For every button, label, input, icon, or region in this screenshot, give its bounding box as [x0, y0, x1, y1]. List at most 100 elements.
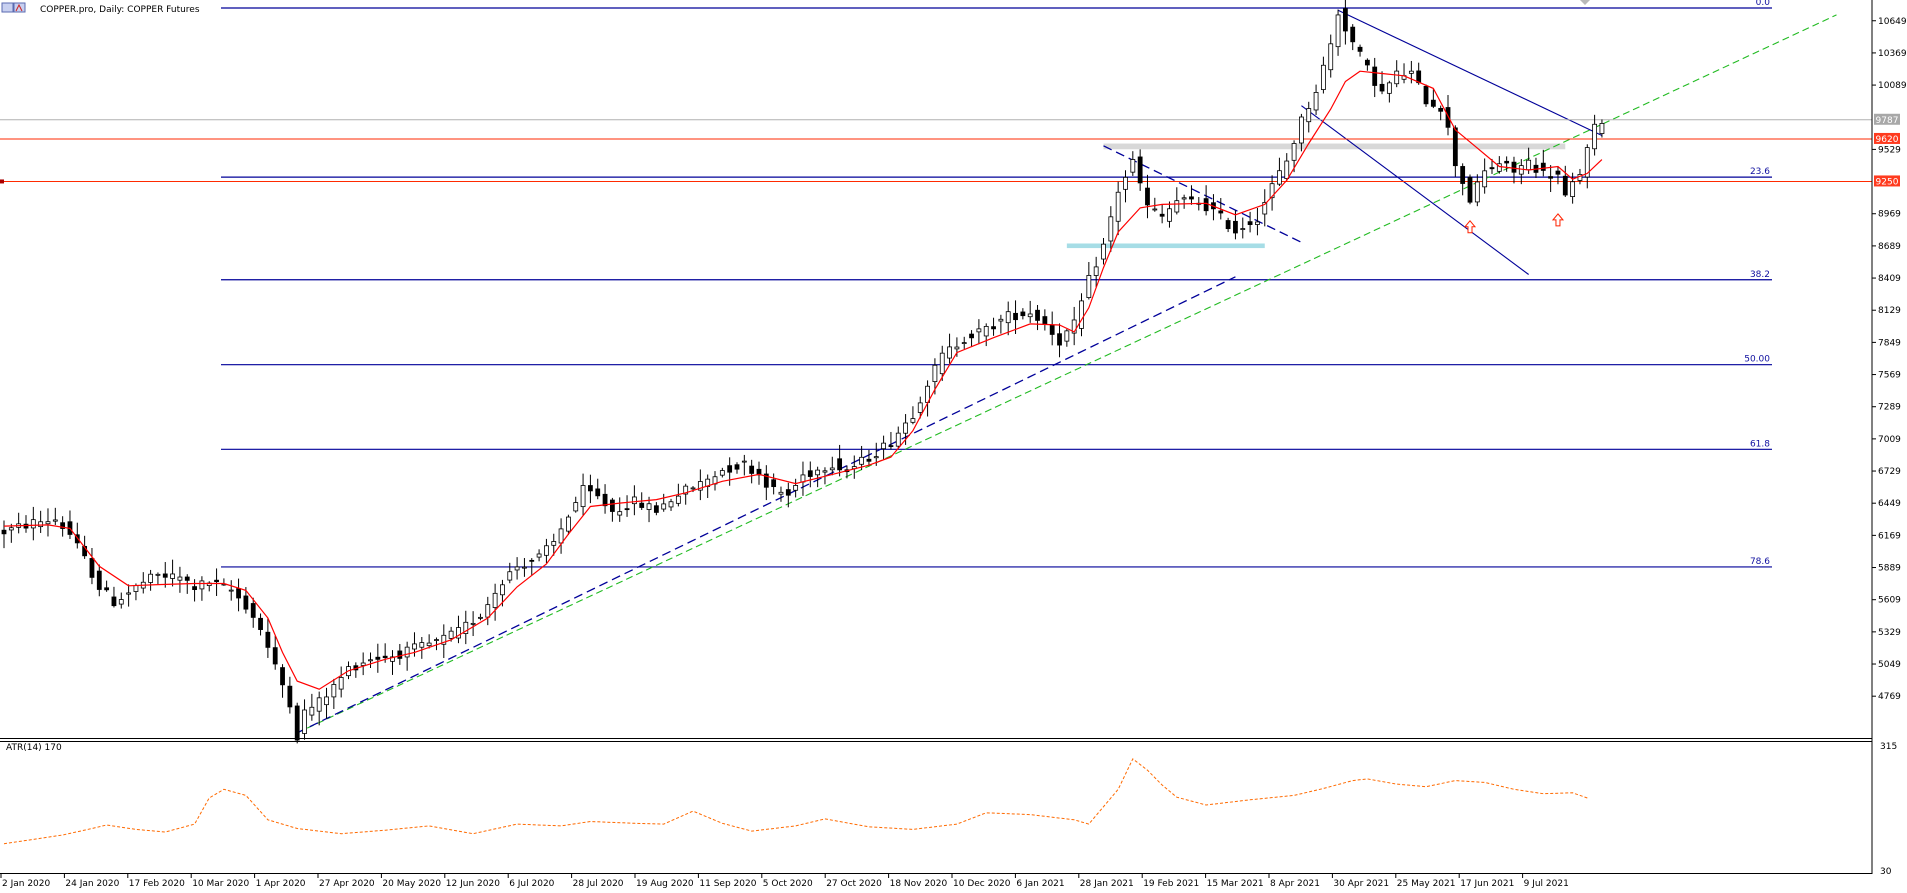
candle — [148, 569, 154, 591]
candle-body-up — [8, 527, 14, 531]
y-tick-label: 5329 — [1878, 628, 1901, 638]
candle — [272, 635, 278, 670]
fib-label: 0.0 — [1756, 0, 1771, 8]
candle — [478, 613, 483, 621]
candle-body-up — [426, 642, 432, 647]
y-tick-label: 7289 — [1878, 403, 1901, 413]
trendlines-layer — [296, 9, 1837, 734]
y-tick-label: 8969 — [1878, 210, 1901, 220]
candle — [969, 330, 974, 347]
candle-body-up — [954, 346, 960, 350]
candle — [522, 558, 527, 577]
candle — [683, 483, 689, 505]
candle-body-up — [1408, 70, 1414, 74]
candle — [566, 514, 571, 535]
x-tick-label: 20 May 2020 — [382, 879, 441, 889]
candle-body-down — [588, 485, 593, 492]
candle-body-up — [998, 318, 1004, 322]
candle — [1335, 9, 1341, 56]
candle-body-down — [1430, 99, 1436, 107]
candle-body-down — [771, 479, 777, 488]
y-tick-label: 8689 — [1878, 242, 1901, 252]
candle — [1467, 174, 1473, 205]
candle — [778, 486, 784, 502]
zone-cyan — [1066, 243, 1265, 249]
trendline-blue-dash — [1103, 145, 1302, 243]
candle-body-down — [529, 559, 535, 562]
candle-body-up — [961, 342, 967, 344]
candle — [727, 457, 733, 486]
candle — [661, 493, 667, 512]
candle-body-up — [1269, 183, 1275, 199]
candle-body-up — [1181, 197, 1187, 200]
candle — [1064, 329, 1070, 347]
window-icons[interactable] — [1, 2, 26, 13]
candle-body-down — [294, 705, 300, 741]
candle — [1255, 207, 1260, 236]
candle-body-down — [1467, 176, 1473, 203]
candle — [492, 583, 498, 621]
candle-body-up — [1313, 92, 1319, 111]
candle-body-up — [118, 599, 124, 605]
candle-body-down — [624, 508, 630, 511]
candle — [434, 637, 439, 651]
candle-body-down — [749, 465, 755, 474]
candle-body-up — [1071, 319, 1077, 334]
candle — [595, 478, 601, 500]
candle — [1240, 217, 1246, 239]
candle-body-up — [434, 639, 439, 641]
candle — [734, 462, 740, 474]
candle-body-down — [1137, 156, 1143, 184]
candle-body-up — [1277, 170, 1282, 185]
candle-body-down — [1189, 196, 1194, 200]
price-tag-label: 9620 — [1876, 135, 1899, 145]
candle — [1386, 80, 1392, 103]
candle — [1, 520, 7, 549]
candle-body-up — [675, 495, 681, 504]
candle — [45, 508, 51, 537]
candle — [859, 445, 865, 471]
candle — [602, 484, 608, 514]
candle — [507, 562, 513, 584]
candle-body-down — [1540, 162, 1546, 171]
candle — [793, 478, 799, 498]
candle-body-up — [30, 519, 36, 529]
candle — [360, 652, 366, 676]
candle-body-up — [412, 643, 417, 650]
candle-body-up — [573, 502, 579, 512]
candle — [419, 636, 425, 659]
candle — [1496, 156, 1502, 174]
candle-body-up — [1306, 108, 1312, 123]
candle — [668, 498, 674, 511]
candle-body-down — [807, 470, 813, 477]
candle-body-up — [1482, 170, 1488, 188]
moving-average-line — [3, 70, 1603, 690]
candle — [961, 336, 967, 349]
candle-body-down — [1145, 187, 1150, 206]
candle — [536, 549, 542, 562]
candle — [111, 586, 117, 608]
candle-body-down — [1020, 311, 1026, 317]
candle — [294, 702, 300, 744]
candle — [1313, 84, 1319, 115]
candle — [280, 664, 285, 698]
horizontal-lines-layer: 9787 9620 9250 — [0, 113, 1900, 187]
candle-body-up — [331, 684, 337, 698]
candle — [580, 473, 586, 516]
atr-panel — [3, 758, 1588, 845]
candle-body-up — [441, 634, 447, 645]
candle-body-up — [1005, 311, 1011, 324]
candle — [1284, 153, 1290, 181]
candle — [1584, 144, 1590, 189]
price-tag-label: 9787 — [1876, 116, 1899, 126]
candle — [646, 496, 652, 523]
candle — [1101, 237, 1106, 265]
candle-body-up — [910, 418, 916, 423]
candle-body-up — [983, 326, 989, 337]
candle-body-up — [485, 604, 491, 618]
candle-body-down — [1350, 26, 1356, 43]
candle-body-up — [470, 622, 476, 625]
candle — [324, 687, 329, 719]
candle-body-up — [566, 516, 571, 532]
candle-body-up — [500, 584, 505, 596]
